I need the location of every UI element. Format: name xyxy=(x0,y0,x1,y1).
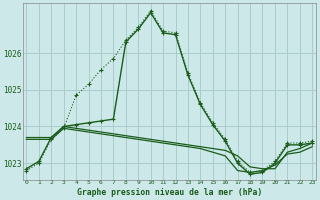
X-axis label: Graphe pression niveau de la mer (hPa): Graphe pression niveau de la mer (hPa) xyxy=(77,188,262,197)
